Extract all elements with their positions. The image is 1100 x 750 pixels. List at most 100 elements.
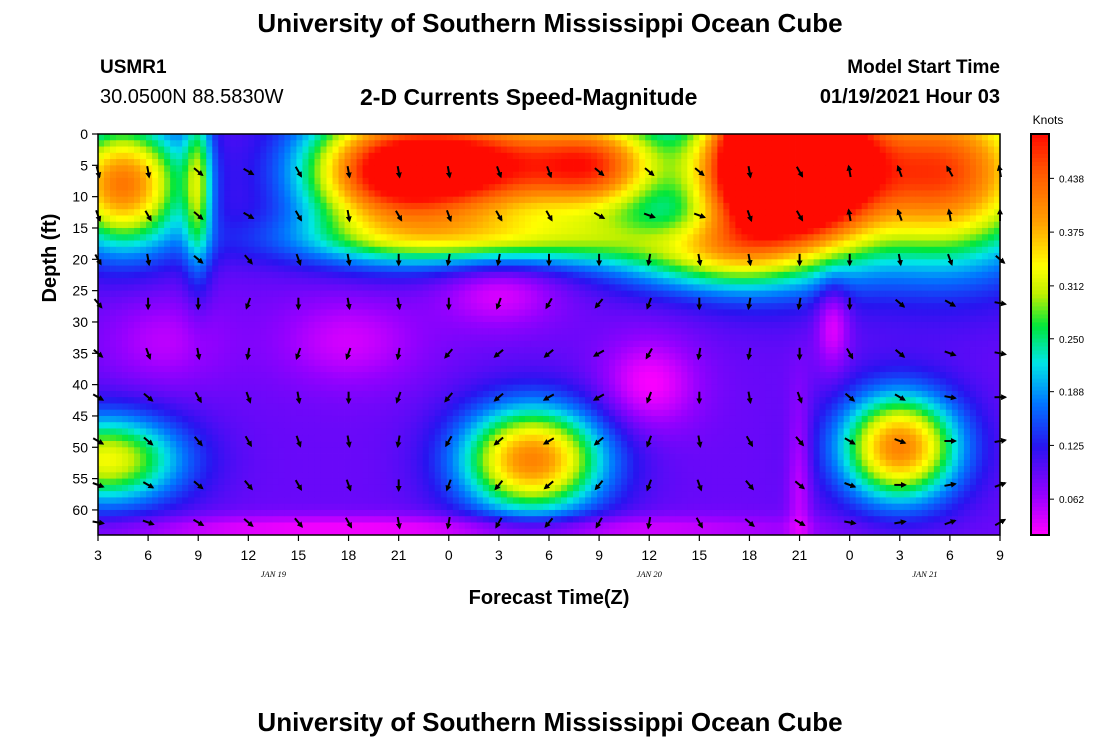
heatmap-cell xyxy=(555,434,562,442)
heatmap-cell xyxy=(434,240,442,248)
heatmap-cell xyxy=(392,472,400,480)
heatmap-cell xyxy=(549,240,556,248)
heatmap-cell xyxy=(272,184,279,191)
heatmap-cell xyxy=(206,409,213,417)
heatmap-cell xyxy=(380,284,388,292)
heatmap-cell xyxy=(398,328,406,335)
heatmap-cell xyxy=(122,134,129,141)
heatmap-cell xyxy=(176,390,183,398)
heatmap-cell xyxy=(338,484,345,492)
heatmap-cell xyxy=(386,422,394,429)
heatmap-cell xyxy=(200,290,207,298)
heatmap-cell xyxy=(428,365,436,373)
heatmap-cell xyxy=(500,315,508,323)
heatmap-cell xyxy=(512,384,520,392)
heatmap-cell xyxy=(176,353,183,360)
heatmap-cell xyxy=(158,253,165,260)
heatmap-cell xyxy=(248,516,255,523)
heatmap-cell xyxy=(158,428,165,436)
heatmap-cell xyxy=(434,447,442,454)
heatmap-cell xyxy=(350,171,357,179)
heatmap-cell xyxy=(188,472,195,480)
heatmap-cell xyxy=(146,265,153,273)
heatmap-cell xyxy=(350,516,357,523)
heatmap-cell xyxy=(416,246,424,254)
heatmap-cell xyxy=(170,278,177,285)
heatmap-cell xyxy=(530,309,538,317)
heatmap-cell xyxy=(122,497,129,505)
heatmap-cell xyxy=(158,321,165,329)
heatmap-cell xyxy=(116,134,123,141)
heatmap-cell xyxy=(308,372,315,379)
heatmap-cell xyxy=(488,321,496,329)
heatmap-cell xyxy=(128,184,135,191)
heatmap-cell xyxy=(428,415,436,423)
heatmap-cell xyxy=(212,328,219,335)
heatmap-cell xyxy=(506,240,514,248)
heatmap-cell xyxy=(176,528,183,536)
heatmap-cell xyxy=(278,196,285,204)
heatmap-cell xyxy=(434,309,442,317)
heatmap-cell xyxy=(446,422,454,429)
heatmap-cell xyxy=(410,466,418,473)
heatmap-cell xyxy=(206,190,213,198)
heatmap-cell xyxy=(344,315,351,323)
heatmap-cell xyxy=(470,390,478,398)
heatmap-cell xyxy=(476,253,484,260)
heatmap-cell xyxy=(158,209,165,216)
heatmap-cell xyxy=(416,215,424,223)
heatmap-cell xyxy=(98,296,105,304)
heatmap-cell xyxy=(380,177,388,185)
heatmap-cell xyxy=(476,516,484,523)
heatmap-cell xyxy=(506,190,514,198)
heatmap-cell xyxy=(164,140,171,147)
heatmap-cell xyxy=(146,390,153,398)
heatmap-cell xyxy=(206,209,213,216)
heatmap-cell xyxy=(386,284,394,292)
heatmap-cell xyxy=(506,265,514,273)
heatmap-cell xyxy=(224,415,231,423)
heatmap-cell xyxy=(440,171,448,179)
heatmap-cell xyxy=(314,209,321,216)
heatmap-cell xyxy=(500,378,508,386)
heatmap-cell xyxy=(440,434,448,442)
heatmap-cell xyxy=(122,353,129,360)
heatmap-cell xyxy=(98,221,105,229)
heatmap-cell xyxy=(188,196,195,204)
heatmap-cell xyxy=(152,234,159,241)
heatmap-cell xyxy=(344,240,351,248)
heatmap-cell xyxy=(152,159,159,166)
heatmap-cell xyxy=(254,365,261,373)
heatmap-cell xyxy=(212,246,219,254)
heatmap-cell xyxy=(555,184,562,191)
heatmap-cell xyxy=(212,453,219,461)
heatmap-cell xyxy=(332,390,339,398)
heatmap-cell xyxy=(476,259,484,266)
heatmap-cell xyxy=(356,390,363,398)
heatmap-cell xyxy=(380,328,388,335)
heatmap-cell xyxy=(506,353,514,360)
heatmap-cell xyxy=(158,372,165,379)
heatmap-cell xyxy=(332,215,339,223)
heatmap-cell xyxy=(404,284,412,292)
heatmap-cell xyxy=(440,528,448,536)
heatmap-cell xyxy=(278,209,285,216)
heatmap-cell xyxy=(350,491,357,498)
heatmap-cell xyxy=(248,196,255,204)
heatmap-cell xyxy=(338,472,345,480)
heatmap-cell xyxy=(116,315,123,323)
heatmap-cell xyxy=(326,509,333,517)
heatmap-cell xyxy=(476,165,484,172)
heatmap-cell xyxy=(524,309,532,317)
heatmap-cell xyxy=(530,516,538,523)
heatmap-cell xyxy=(122,152,129,160)
heatmap-cell xyxy=(338,491,345,498)
heatmap-cell xyxy=(542,196,550,204)
heatmap-cell xyxy=(242,227,249,235)
heatmap-cell xyxy=(176,378,183,386)
heatmap-cell xyxy=(440,303,448,310)
heatmap-cell xyxy=(536,453,544,461)
heatmap-cell xyxy=(122,296,129,304)
heatmap-cell xyxy=(464,303,472,310)
heatmap-cell xyxy=(524,321,532,329)
